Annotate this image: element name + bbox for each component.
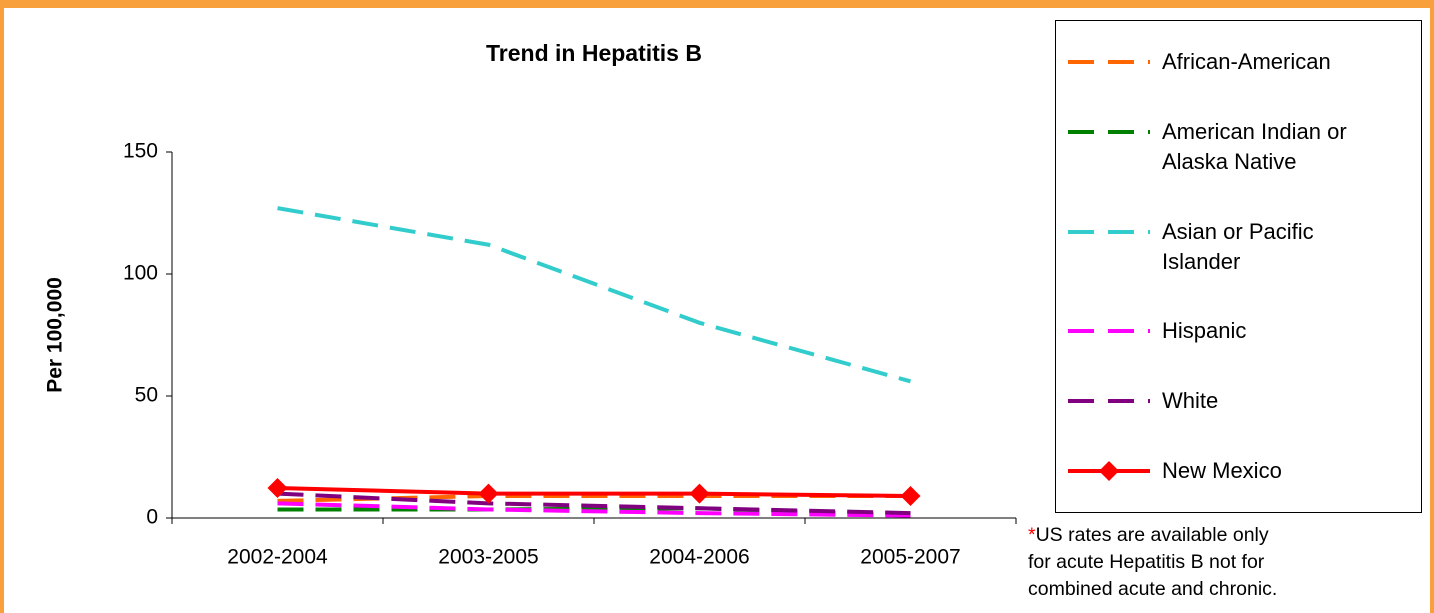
series-line [277, 206, 912, 384]
footnote-text: US rates are available only [1035, 524, 1269, 546]
legend-label: White [1162, 388, 1219, 414]
point-marker [478, 483, 499, 504]
legend-swatch [1068, 229, 1150, 234]
y-tick-label: 50 [135, 384, 158, 407]
legend-swatch [1068, 461, 1150, 482]
series-line [277, 485, 911, 499]
footnote: *US rates are available only for acute He… [1028, 522, 1277, 603]
legend-item: African-American [1056, 47, 1421, 77]
point-marker [267, 477, 288, 498]
y-axis-label: Per 100,000 [44, 277, 67, 393]
footnote-marker: * [1028, 524, 1036, 546]
legend-label: Hispanic [1162, 318, 1247, 344]
legend-item: New Mexico [1056, 456, 1421, 486]
legend-swatch [1068, 329, 1150, 334]
y-tick-label: 0 [146, 506, 158, 529]
legend-item: White [1056, 386, 1421, 416]
legend-marker [1099, 461, 1119, 482]
x-tick-label: 2005-2007 [860, 546, 960, 569]
legend-item: Hispanic [1056, 316, 1421, 346]
legend: African-American American Indian or Alask… [1055, 20, 1422, 513]
legend-swatch [1068, 59, 1150, 64]
legend-item: Asian or Pacific Islander [1056, 217, 1421, 277]
footnote-line: combined acute and chronic. [1028, 576, 1277, 603]
y-tick-label: 100 [123, 262, 158, 285]
series-line [277, 491, 911, 516]
chart: Trend in Hepatitis B Per 100,000 0 50 100 1… [44, 40, 1017, 569]
footnote-text: combined acute and chronic. [1028, 578, 1278, 600]
series-line [277, 494, 911, 503]
series-line [277, 506, 911, 518]
chart-title: Trend in Hepatitis B [486, 40, 702, 66]
footnote-line: for acute Hepatitis B not for [1028, 549, 1277, 576]
legend-swatch [1068, 129, 1150, 134]
y-tick-label: 150 [123, 140, 158, 163]
x-tick-label: 2003-2005 [438, 546, 538, 569]
legend-label: New Mexico [1162, 458, 1282, 484]
footnote-text: for acute Hepatitis B not for [1028, 551, 1265, 573]
legend-label: American Indian or Alaska Native [1162, 118, 1347, 174]
x-tick-label: 2004-2006 [649, 546, 749, 569]
legend-item: American Indian or Alaska Native [1056, 117, 1421, 177]
point-marker [689, 483, 710, 504]
point-marker [900, 486, 921, 507]
series-line [277, 501, 911, 518]
legend-swatch [1068, 399, 1150, 404]
footnote-line: *US rates are available only [1028, 522, 1277, 549]
x-tick-label: 2002-2004 [227, 546, 328, 569]
legend-label: Asian or Pacific Islander [1162, 218, 1314, 274]
legend-label: African-American [1162, 48, 1331, 74]
